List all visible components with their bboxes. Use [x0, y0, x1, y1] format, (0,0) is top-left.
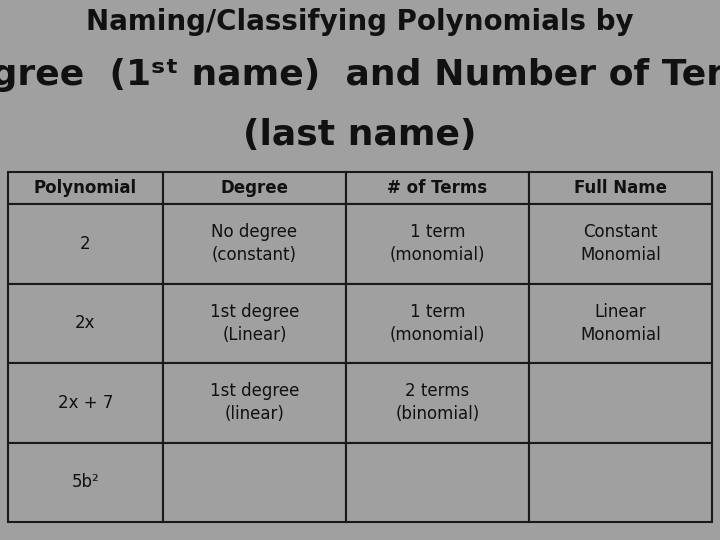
Text: Degree  (1ˢᵗ name)  and Number of Terms: Degree (1ˢᵗ name) and Number of Terms — [0, 58, 720, 92]
Text: Constant
Monomial: Constant Monomial — [580, 224, 661, 264]
Bar — [346, 442, 529, 522]
Text: 2x: 2x — [75, 314, 96, 332]
Text: 1 term
(monomial): 1 term (monomial) — [390, 224, 485, 264]
Text: 5b²: 5b² — [71, 473, 99, 491]
Text: Linear
Monomial: Linear Monomial — [580, 303, 661, 343]
Bar — [529, 284, 712, 363]
Text: 2x + 7: 2x + 7 — [58, 394, 113, 411]
Text: Polynomial: Polynomial — [34, 179, 137, 197]
Text: Naming/Classifying Polynomials by: Naming/Classifying Polynomials by — [86, 8, 634, 36]
Bar — [163, 204, 346, 284]
Bar — [346, 284, 529, 363]
Bar — [529, 204, 712, 284]
Text: Degree: Degree — [220, 179, 289, 197]
Bar — [529, 363, 712, 442]
Bar — [163, 284, 346, 363]
Text: No degree
(constant): No degree (constant) — [212, 224, 297, 264]
Text: 1st degree
(linear): 1st degree (linear) — [210, 382, 299, 423]
Bar — [529, 442, 712, 522]
Bar — [346, 204, 529, 284]
Text: (last name): (last name) — [243, 118, 477, 152]
Bar — [529, 172, 712, 204]
Text: 1st degree
(Linear): 1st degree (Linear) — [210, 303, 299, 343]
Text: 2 terms
(binomial): 2 terms (binomial) — [395, 382, 480, 423]
Bar — [346, 172, 529, 204]
Bar — [346, 363, 529, 442]
Bar — [8, 284, 163, 363]
Text: Full Name: Full Name — [574, 179, 667, 197]
Bar — [163, 172, 346, 204]
Text: 1 term
(monomial): 1 term (monomial) — [390, 303, 485, 343]
Text: 2: 2 — [80, 235, 91, 253]
Bar — [8, 204, 163, 284]
Bar — [163, 363, 346, 442]
Bar — [8, 442, 163, 522]
Bar — [8, 172, 163, 204]
Bar — [8, 363, 163, 442]
Bar — [163, 442, 346, 522]
Text: # of Terms: # of Terms — [387, 179, 487, 197]
